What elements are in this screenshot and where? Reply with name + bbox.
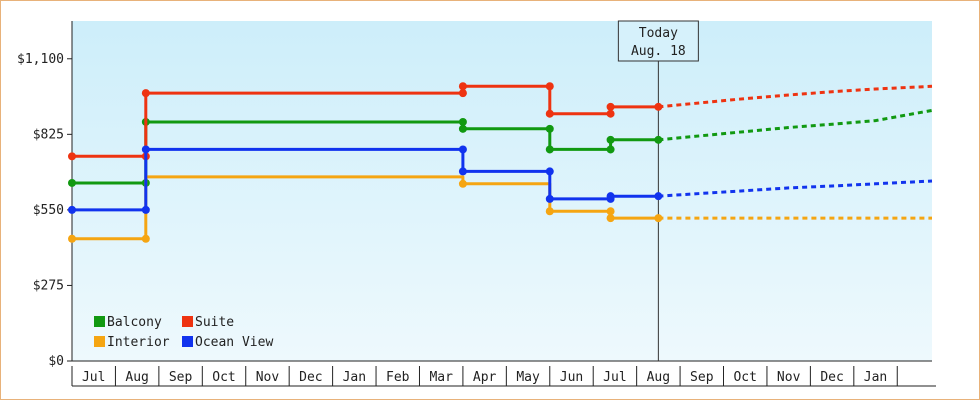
y-tick-label: $825: [33, 127, 64, 142]
series-ocean-view: [68, 145, 933, 214]
x-tick-label: Nov: [777, 370, 801, 385]
x-tick-label: Nov: [256, 370, 280, 385]
legend-label: Suite: [195, 315, 234, 330]
x-tick-label: Jun: [560, 370, 583, 385]
data-point-ocean-view[interactable]: [141, 205, 150, 214]
x-tick-label: Aug: [647, 370, 670, 385]
x-tick-label: Mar: [429, 370, 453, 385]
legend-swatch: [94, 336, 105, 347]
data-point-suite[interactable]: [68, 152, 76, 161]
x-tick-label: Dec: [299, 370, 322, 385]
x-tick-label: Jul: [82, 370, 105, 385]
x-tick-label: Apr: [473, 370, 497, 385]
data-point-balcony[interactable]: [458, 117, 467, 126]
data-point-suite[interactable]: [654, 102, 663, 111]
data-point-ocean-view[interactable]: [458, 145, 467, 154]
forecast-line-suite: [658, 84, 933, 109]
x-tick-label: Aug: [125, 370, 148, 385]
data-point-interior[interactable]: [545, 207, 554, 216]
forecast-line-balcony: [658, 108, 933, 142]
data-point-ocean-view[interactable]: [545, 194, 554, 203]
y-tick-label: $0: [48, 354, 64, 369]
data-point-interior[interactable]: [141, 234, 150, 243]
data-point-balcony[interactable]: [654, 135, 663, 144]
legend-item-interior[interactable]: Interior: [94, 335, 170, 350]
series-suite: [68, 82, 933, 161]
x-tick-label: Jan: [864, 370, 887, 385]
y-tick-label: $1,100: [17, 52, 64, 67]
data-point-balcony[interactable]: [606, 145, 615, 154]
legend-swatch: [182, 336, 193, 347]
today-box: [617, 20, 699, 62]
data-point-ocean-view[interactable]: [68, 205, 76, 214]
data-point-balcony[interactable]: [606, 135, 615, 144]
data-point-ocean-view[interactable]: [654, 192, 663, 201]
x-tick-label: Sep: [690, 370, 714, 385]
legend-label: Interior: [107, 335, 170, 350]
data-point-suite[interactable]: [606, 109, 615, 118]
data-point-suite[interactable]: [545, 109, 554, 118]
data-point-interior[interactable]: [458, 179, 467, 188]
y-tick-label: $275: [33, 278, 64, 293]
legend-label: Balcony: [107, 315, 162, 330]
x-tick-label: Oct: [212, 370, 235, 385]
data-point-ocean-view[interactable]: [606, 192, 615, 201]
data-point-suite[interactable]: [606, 102, 615, 111]
data-point-interior[interactable]: [606, 207, 615, 216]
legend-label: Ocean View: [195, 335, 273, 350]
data-point-balcony[interactable]: [545, 145, 554, 154]
legend-swatch: [94, 316, 105, 327]
data-point-suite[interactable]: [141, 89, 150, 98]
legend-swatch: [182, 316, 193, 327]
forecast-line-ocean-view: [658, 179, 933, 198]
x-tick-label: Dec: [820, 370, 843, 385]
data-point-suite[interactable]: [545, 82, 554, 91]
data-point-interior[interactable]: [654, 214, 663, 223]
data-point-interior[interactable]: [68, 234, 76, 243]
legend-item-suite[interactable]: Suite: [182, 315, 234, 330]
today-date: Aug. 18: [631, 44, 686, 59]
legend-item-balcony[interactable]: Balcony: [94, 315, 162, 330]
data-point-balcony[interactable]: [458, 124, 467, 133]
data-point-balcony[interactable]: [68, 178, 76, 187]
data-point-balcony[interactable]: [545, 124, 554, 133]
y-tick-label: $550: [33, 203, 64, 218]
x-tick-label: May: [516, 370, 540, 385]
data-point-interior[interactable]: [606, 214, 615, 223]
x-tick-label: Jan: [343, 370, 366, 385]
x-tick-label: Feb: [386, 370, 410, 385]
x-tick-label: Oct: [733, 370, 756, 385]
data-point-suite[interactable]: [458, 82, 467, 91]
x-tick-label: Sep: [169, 370, 193, 385]
plot-background: [72, 21, 932, 361]
data-point-ocean-view[interactable]: [141, 145, 150, 154]
legend-item-ocean-view[interactable]: Ocean View: [182, 335, 273, 350]
data-point-ocean-view[interactable]: [545, 167, 554, 176]
today-label: Today: [639, 26, 678, 41]
x-tick-label: Jul: [603, 370, 626, 385]
data-point-suite[interactable]: [458, 89, 467, 98]
data-point-ocean-view[interactable]: [458, 167, 467, 176]
